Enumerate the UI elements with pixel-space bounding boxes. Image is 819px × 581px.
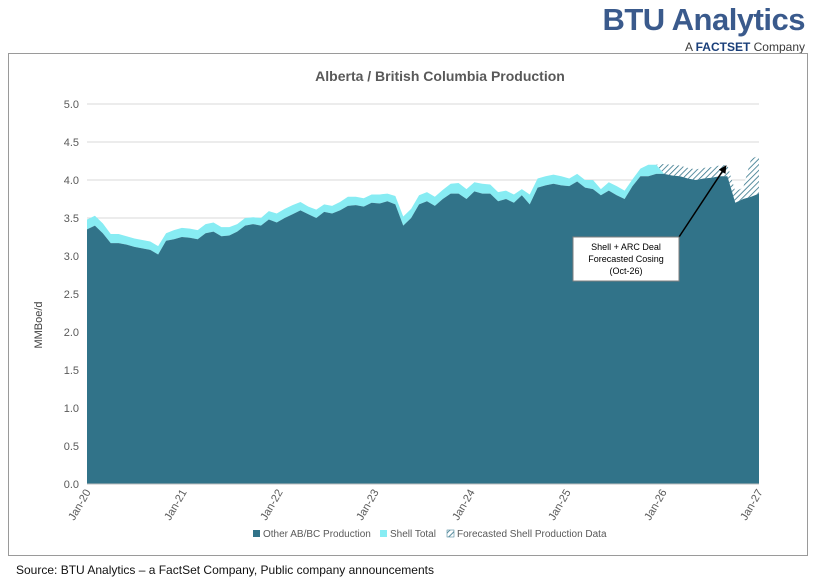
y-tick-label: 1.5 — [64, 365, 79, 377]
x-tick-label: Jan-27 — [738, 488, 765, 523]
y-tick-label: 3.0 — [64, 251, 79, 263]
y-tick-label: 5.0 — [64, 99, 79, 111]
deal-annotation: Shell + ARC Deal Forecasted Cosing (Oct-26… — [572, 165, 727, 282]
source-note: Source: BTU Analytics – a FactSet Compan… — [16, 563, 434, 577]
area-series — [87, 155, 759, 485]
annotation-text-line: Forecasted Cosing — [588, 254, 664, 264]
y-tick-label: 1.0 — [64, 403, 79, 415]
x-tick-label: Jan-24 — [450, 488, 477, 523]
annotation-text-line: Shell + ARC Deal — [591, 242, 661, 252]
y-tick-label: 4.5 — [64, 137, 79, 149]
legend-label: Shell Total — [390, 529, 436, 540]
y-tick-label: 2.0 — [64, 327, 79, 339]
x-tick-label: Jan-23 — [354, 488, 381, 523]
x-tick-label: Jan-26 — [642, 488, 669, 523]
logo-tagline-brand: FACTSET — [695, 40, 751, 54]
x-tick-label: Jan-25 — [546, 488, 573, 523]
legend-label: Forecasted Shell Production Data — [457, 529, 607, 540]
production-chart: Alberta / British Columbia Production 0.… — [33, 68, 766, 540]
x-tick-label: Jan-21 — [162, 488, 189, 523]
logo-tagline-suffix: Company — [750, 40, 805, 54]
chart-title: Alberta / British Columbia Production — [315, 68, 565, 84]
annotation-arrow — [678, 165, 727, 238]
y-tick-label: 0.5 — [64, 441, 79, 453]
y-tick-label: 4.0 — [64, 175, 79, 187]
other-production-area — [87, 173, 759, 485]
chart-frame: Alberta / British Columbia Production 0.… — [8, 53, 808, 556]
legend-swatch — [446, 529, 455, 538]
legend-swatch — [253, 530, 260, 537]
logo-tagline: A FACTSET Company — [685, 40, 805, 54]
y-tick-label: 2.5 — [64, 289, 79, 301]
shell-total-area — [87, 164, 759, 255]
legend: Other AB/BC Production Shell Total Forecas… — [253, 529, 607, 540]
annotation-box — [572, 236, 680, 282]
logo-wordmark: BTU Analytics — [602, 2, 805, 38]
x-tick-label: Jan-20 — [66, 488, 93, 523]
y-tick-label: 0.0 — [64, 479, 79, 491]
legend-swatch — [380, 530, 387, 537]
y-tick-label: 3.5 — [64, 213, 79, 225]
legend-label: Other AB/BC Production — [263, 529, 371, 540]
logo-tagline-prefix: A — [684, 40, 696, 54]
x-tick-label: Jan-22 — [258, 488, 285, 523]
annotation-text-line: (Oct-26) — [609, 266, 642, 276]
btu-analytics-logo: BTU Analytics A FACTSET Company — [602, 2, 805, 54]
y-axis-label: MMBoe/d — [33, 301, 45, 348]
logo-wordmark-text: BTU Analytics — [602, 2, 805, 37]
